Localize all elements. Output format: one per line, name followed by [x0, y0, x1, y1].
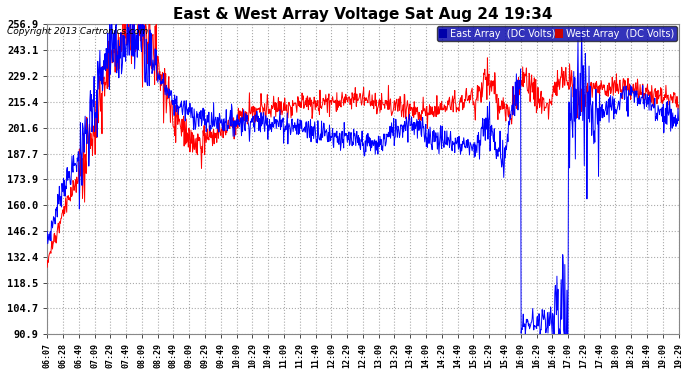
Title: East & West Array Voltage Sat Aug 24 19:34: East & West Array Voltage Sat Aug 24 19:… — [173, 7, 553, 22]
Text: Copyright 2013 Cartronics.com: Copyright 2013 Cartronics.com — [7, 27, 148, 36]
Legend: East Array  (DC Volts), West Array  (DC Volts): East Array (DC Volts), West Array (DC Vo… — [437, 27, 677, 41]
